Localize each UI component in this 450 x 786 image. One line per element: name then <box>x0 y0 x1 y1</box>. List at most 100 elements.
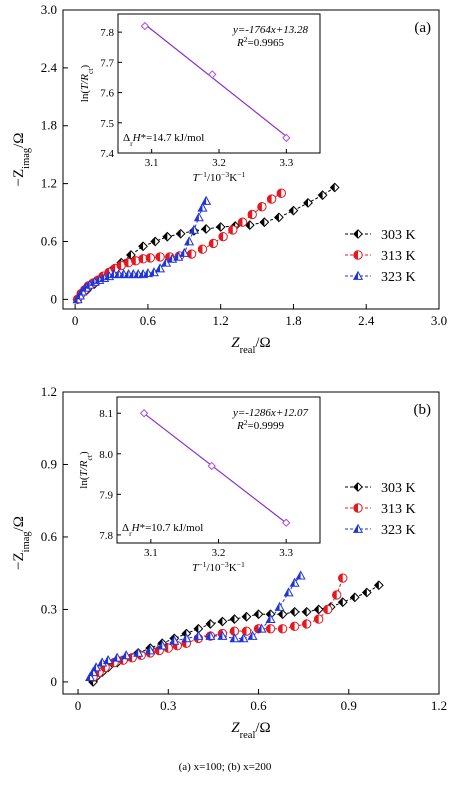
data-point-fill <box>126 250 131 260</box>
data-point-fill <box>78 287 83 295</box>
data-point-fill <box>239 634 244 642</box>
data-point-fill <box>100 273 105 282</box>
data-point-fill <box>242 612 247 621</box>
data-point-fill <box>146 253 151 263</box>
data-point-fill <box>201 196 207 205</box>
data-point-fill <box>149 268 154 276</box>
data-point-fill <box>138 270 144 278</box>
data-point-fill <box>302 619 307 629</box>
data-point-fill <box>112 653 118 662</box>
plot-frame <box>62 9 440 310</box>
inset-y-tick-label: 7.9 <box>99 489 113 501</box>
data-point-fill <box>182 634 187 642</box>
inset-x-axis-label: T−1/10−3K−1 <box>192 560 245 575</box>
y-tick-label: 1.2 <box>41 176 57 191</box>
data-point-fill <box>81 283 87 292</box>
data-point-fill <box>290 607 295 617</box>
data-point-fill <box>275 602 280 611</box>
inset-y-tick-label: 7.8 <box>99 530 113 542</box>
data-point-fill <box>194 631 199 640</box>
series-313K <box>88 573 348 682</box>
x-axis-label: Zreal/Ω <box>231 335 270 356</box>
data-point-fill <box>314 614 319 624</box>
inset-data-point <box>207 461 216 471</box>
data-point-fill <box>242 626 247 636</box>
data-point-fill <box>266 614 271 623</box>
data-point-fill <box>189 225 194 234</box>
inset-fit-line <box>143 412 287 524</box>
inset-x-tick-label: 3.1 <box>145 157 159 169</box>
data-point-fill <box>161 258 167 267</box>
data-point-fill <box>103 655 109 664</box>
x-tick-label: 0.3 <box>160 698 176 713</box>
data-point-fill <box>201 224 207 234</box>
inset-data-point <box>139 409 149 418</box>
data-point-fill <box>194 213 199 221</box>
data-point-fill <box>174 252 179 261</box>
y-tick-label: 3.0 <box>41 2 57 17</box>
legend-label: 303 K <box>381 481 416 496</box>
inset-y-axis-label: ln(T/Rct) <box>79 64 95 102</box>
data-point-fill <box>198 245 203 254</box>
y-axis-label: −Zimag/Ω <box>11 133 32 187</box>
data-point-fill <box>163 232 168 241</box>
data-point-fill <box>129 270 134 278</box>
inset-x-axis-label: T−1/10−3K−1 <box>193 170 246 185</box>
panel-a-chart: 0 0.6 1.2 1.8 2.4 3.0 0 0.6 1.2 1.8 2.4 3.0 Zreal/Ω −… <box>11 2 447 356</box>
inset-y-tick-label: 7.5 <box>100 118 114 130</box>
data-point-fill <box>216 222 221 232</box>
data-point-fill <box>260 217 265 227</box>
inset-y-axis-label: ln(T/Rct) <box>78 451 94 489</box>
y-tick-label: 1.8 <box>41 118 57 133</box>
plot-frame <box>62 391 440 695</box>
data-point-fill <box>267 194 272 204</box>
data-point-fill <box>228 225 233 235</box>
inset-fit-line <box>144 23 287 137</box>
data-point-fill <box>194 624 199 633</box>
data-point-fill <box>289 206 294 215</box>
inset-r2: R2=0.9965 <box>236 35 285 50</box>
inset-chart: 3.1 3.2 3.3 7.8 7.9 8.0 8.1 T−1/10−3K−1 ln(T/Rct… <box>78 396 321 575</box>
data-point-fill <box>245 220 250 230</box>
data-point-fill <box>198 203 203 212</box>
y-tick-label: 0.3 <box>41 601 57 616</box>
legend-label: 303 K <box>381 228 416 243</box>
data-point-fill <box>230 634 235 642</box>
legend-label: 313 K <box>381 502 416 517</box>
legend-marker-fill <box>353 524 358 533</box>
legend-marker-fill <box>353 250 358 260</box>
data-point-fill <box>338 597 343 607</box>
legend-marker-fill <box>353 503 358 513</box>
panel-label: (b) <box>414 402 432 418</box>
data-point-fill <box>218 631 223 640</box>
inset-equation: y=-1286x+12.07 <box>232 407 309 419</box>
data-point-fill <box>206 619 211 629</box>
x-tick-label: 3.0 <box>431 313 447 328</box>
inset-y-tick-label: 7.6 <box>100 88 114 100</box>
inset-enthalpy: ΔrH*=14.7 kJ/mol <box>123 132 204 148</box>
data-point-fill <box>121 651 127 659</box>
data-point-fill <box>290 622 295 631</box>
inset-y-tick-label: 8.1 <box>99 408 113 420</box>
legend-marker-fill <box>353 482 358 492</box>
data-point-fill <box>257 202 262 211</box>
panel-b-chart: 0 0.3 0.6 0.9 1.2 0 0.3 0.6 0.9 1.2 Zreal/Ω −Zimag/… <box>11 384 447 741</box>
data-point-fill <box>277 189 282 198</box>
series-323K <box>85 570 306 681</box>
data-point-fill <box>143 269 148 277</box>
data-point-fill <box>90 277 95 286</box>
y-tick-label: 0.9 <box>41 456 57 471</box>
data-point-fill <box>332 590 337 600</box>
inset-data-point <box>140 21 150 31</box>
y-tick-label: 1.2 <box>41 384 57 399</box>
legend-label: 313 K <box>381 249 416 264</box>
data-point-fill <box>266 624 271 633</box>
data-point-fill <box>138 242 144 251</box>
data-point-fill <box>238 217 243 227</box>
data-point-fill <box>303 198 309 208</box>
inset-enthalpy: ΔrH*=10.7 kJ/mol <box>122 522 203 538</box>
inset-x-tick-label: 3.2 <box>212 547 226 559</box>
legend-marker-fill <box>353 229 358 239</box>
data-point-fill <box>338 573 343 583</box>
